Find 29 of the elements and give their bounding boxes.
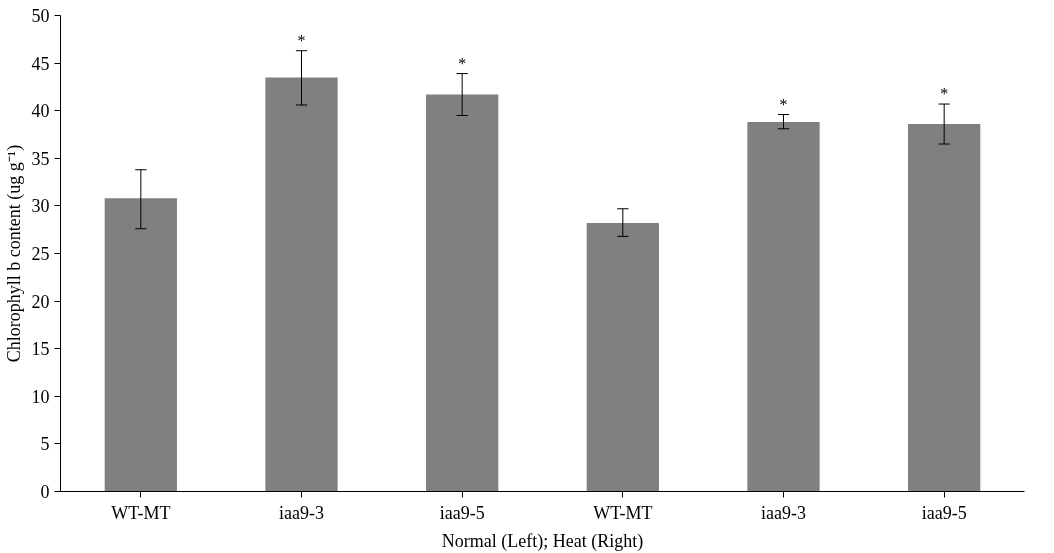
- y-tick-label: 40: [31, 101, 50, 122]
- x-tick-label: iaa9-5: [921, 502, 967, 523]
- data-label: *: [779, 95, 788, 113]
- bar: [586, 223, 659, 492]
- bar: [908, 124, 981, 492]
- x-tick-label: iaa9-5: [439, 502, 485, 523]
- x-tick-label: iaa9-3: [279, 502, 324, 523]
- y-tick-label: 35: [31, 148, 50, 169]
- y-tick-label: 10: [31, 386, 50, 407]
- y-tick-label: 0: [40, 482, 50, 502]
- data-label: *: [940, 85, 949, 103]
- bar: [104, 198, 177, 492]
- x-axis-title: Normal (Left); Heat (Right): [441, 530, 644, 552]
- y-tick-label: 5: [40, 434, 50, 455]
- y-axis-title: Chlorophyll b content (ug g⁻¹): [3, 144, 25, 363]
- y-tick-label: 20: [31, 291, 50, 312]
- bar: [747, 122, 820, 492]
- data-label: *: [458, 54, 467, 72]
- y-tick-label: 25: [31, 244, 50, 264]
- bar: [265, 77, 338, 492]
- y-tick-label: 45: [31, 53, 50, 74]
- x-tick-label: WT-MT: [593, 502, 653, 523]
- y-tick-label: 15: [31, 339, 50, 360]
- y-tick-label: 50: [31, 6, 50, 26]
- data-label: *: [297, 31, 306, 49]
- bar: [426, 94, 499, 492]
- x-tick-label: iaa9-3: [761, 502, 806, 523]
- y-tick-label: 30: [31, 196, 50, 217]
- x-tick-label: WT-MT: [111, 502, 171, 523]
